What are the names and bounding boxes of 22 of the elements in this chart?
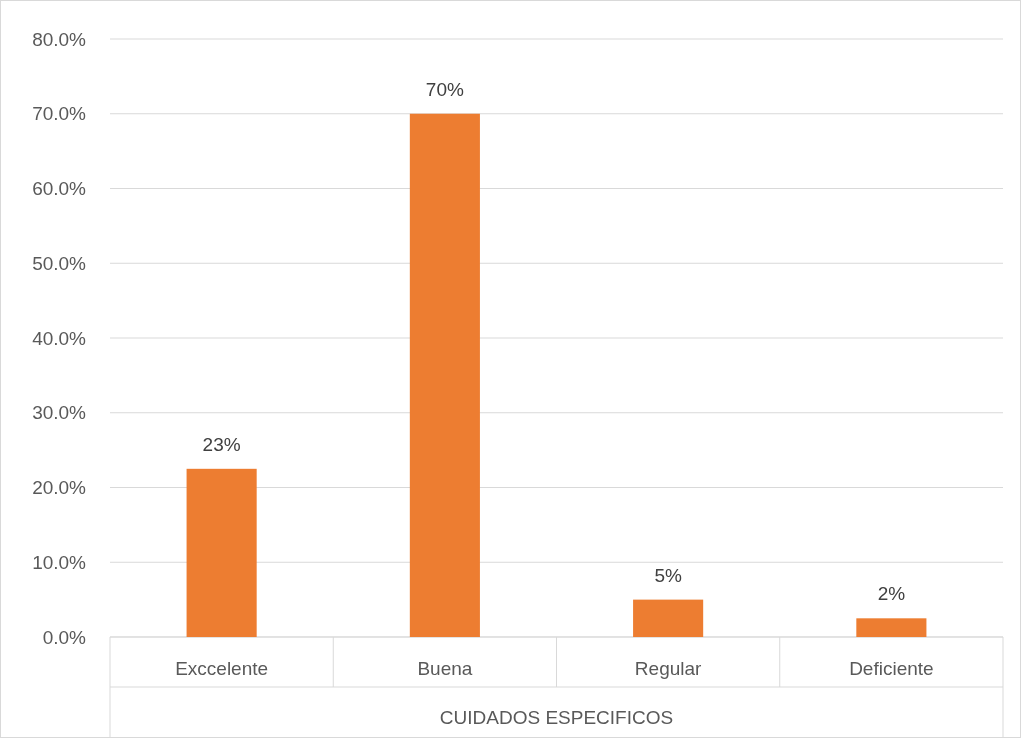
x-tick-label: Exccelente xyxy=(175,658,269,679)
bar xyxy=(633,599,704,637)
x-tick-label: Buena xyxy=(417,658,473,679)
bar xyxy=(186,468,257,637)
y-tick-label: 50.0% xyxy=(32,252,87,274)
y-tick-label: 0.0% xyxy=(42,626,87,648)
y-tick-label: 10.0% xyxy=(32,551,87,573)
y-tick-label: 30.0% xyxy=(32,402,87,424)
y-tick-label: 60.0% xyxy=(32,178,87,200)
bar xyxy=(409,113,480,637)
y-tick-label: 70.0% xyxy=(32,103,87,125)
x-tick-label: Regular xyxy=(634,658,703,679)
x-axis-title: CUIDADOS ESPECIFICOS xyxy=(439,707,674,728)
y-tick-label: 20.0% xyxy=(32,477,87,499)
data-label: 2% xyxy=(877,583,906,605)
y-tick-label: 40.0% xyxy=(32,327,87,349)
x-tick-label: Deficiente xyxy=(849,658,934,679)
bar xyxy=(856,618,927,637)
data-label: 23% xyxy=(202,433,241,455)
data-label: 70% xyxy=(425,78,464,100)
data-label: 5% xyxy=(654,564,682,586)
y-tick-label: 80.0% xyxy=(32,28,87,50)
